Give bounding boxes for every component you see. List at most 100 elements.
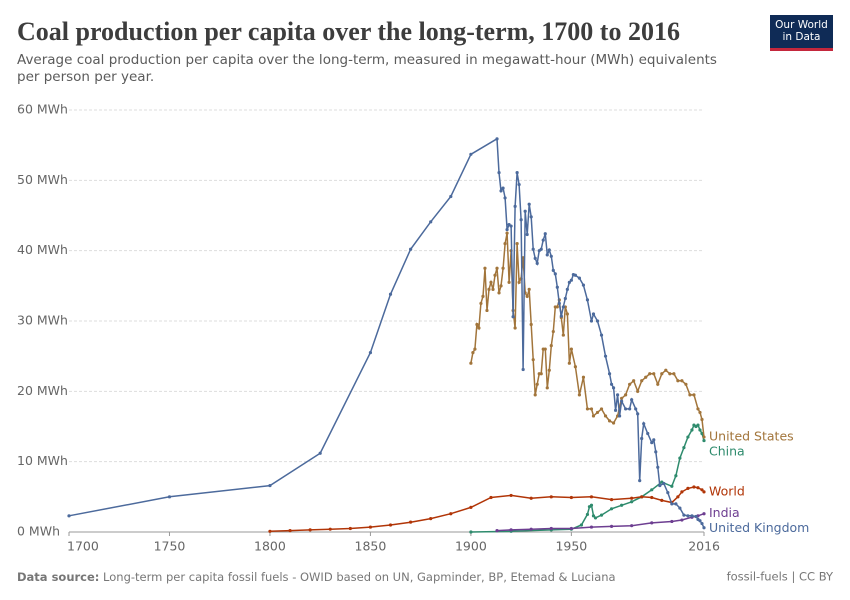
series-label: United States <box>709 429 794 444</box>
data-point <box>409 247 413 251</box>
data-point <box>690 514 694 518</box>
data-point <box>672 372 676 376</box>
y-tick-label: 10 MWh <box>17 453 68 468</box>
data-point <box>509 224 513 228</box>
data-point <box>676 495 680 499</box>
data-point <box>609 382 614 386</box>
data-point <box>549 495 553 499</box>
data-point <box>670 502 674 506</box>
source-text: Long-term per capita fossil fuels - OWID… <box>103 570 616 584</box>
data-point <box>567 361 571 365</box>
data-point <box>585 298 590 302</box>
data-point <box>388 523 393 527</box>
data-point <box>585 407 590 411</box>
data-point <box>638 479 642 483</box>
footer-source: Data source: Long-term per capita fossil… <box>17 570 616 584</box>
data-point <box>620 396 624 400</box>
data-point <box>569 347 573 351</box>
data-point <box>579 523 584 527</box>
source-label: Data source: <box>17 570 99 584</box>
data-point <box>591 312 596 316</box>
data-point <box>702 435 706 439</box>
data-point <box>591 414 596 418</box>
data-point <box>318 451 322 455</box>
data-point <box>688 393 692 397</box>
data-point <box>609 507 614 511</box>
x-tick-label: 1950 <box>555 539 587 554</box>
data-point <box>469 361 473 365</box>
x-tick-label: 1900 <box>455 539 487 554</box>
data-point <box>515 170 519 175</box>
data-point <box>640 495 644 499</box>
data-point <box>599 407 604 411</box>
data-point <box>469 530 473 534</box>
data-point <box>690 428 694 432</box>
y-tick-label: 0 MWh <box>17 524 60 539</box>
data-point <box>636 389 640 393</box>
series-line <box>496 512 705 532</box>
data-point <box>599 513 604 517</box>
data-point <box>700 488 704 492</box>
data-point <box>328 527 332 531</box>
data-point <box>569 278 573 282</box>
x-tick-label: 1850 <box>355 539 387 554</box>
data-point <box>527 202 531 206</box>
data-point <box>495 528 499 533</box>
data-point <box>495 266 499 270</box>
data-point <box>646 431 650 436</box>
data-point <box>656 382 660 386</box>
data-point <box>607 419 612 423</box>
data-point <box>513 204 517 208</box>
data-point <box>589 495 594 499</box>
data-point <box>678 506 682 510</box>
data-point <box>609 498 614 502</box>
data-point <box>636 412 640 416</box>
data-point <box>700 417 704 422</box>
data-point <box>664 368 668 372</box>
data-point <box>565 312 569 316</box>
data-point <box>368 525 373 529</box>
data-point <box>630 398 634 402</box>
data-point <box>388 292 393 296</box>
data-point <box>288 528 292 533</box>
data-point <box>702 526 706 530</box>
data-point <box>680 379 684 383</box>
data-point <box>473 347 477 351</box>
series-label: China <box>709 444 745 459</box>
data-point <box>519 218 523 222</box>
data-point <box>658 483 662 488</box>
data-point <box>581 375 586 379</box>
data-point <box>676 379 680 383</box>
logo-underline <box>770 48 833 51</box>
data-point <box>678 456 682 460</box>
data-point <box>620 399 624 403</box>
data-point <box>549 526 553 531</box>
data-point <box>487 287 491 291</box>
data-point <box>585 512 590 517</box>
data-point <box>603 414 608 418</box>
data-point <box>549 254 553 258</box>
y-tick-label: 30 MWh <box>17 313 68 328</box>
data-point <box>696 407 700 411</box>
data-point <box>611 421 616 425</box>
data-point <box>531 358 535 362</box>
y-tick-label: 40 MWh <box>17 242 68 257</box>
data-point <box>493 273 497 277</box>
data-point <box>589 525 594 529</box>
data-point <box>529 527 533 531</box>
data-point <box>167 495 172 499</box>
data-point <box>581 283 586 287</box>
data-point <box>541 238 545 242</box>
data-point <box>515 242 519 246</box>
chart-subtitle: Average coal production per capita over … <box>17 52 717 85</box>
logo[interactable] <box>770 15 833 50</box>
data-point <box>557 301 561 306</box>
data-point <box>607 372 612 376</box>
data-point <box>549 344 553 348</box>
data-point <box>507 280 511 284</box>
data-point <box>700 521 704 526</box>
data-point <box>589 503 594 507</box>
data-point <box>696 486 700 490</box>
data-point <box>573 365 577 369</box>
data-point <box>513 326 517 330</box>
